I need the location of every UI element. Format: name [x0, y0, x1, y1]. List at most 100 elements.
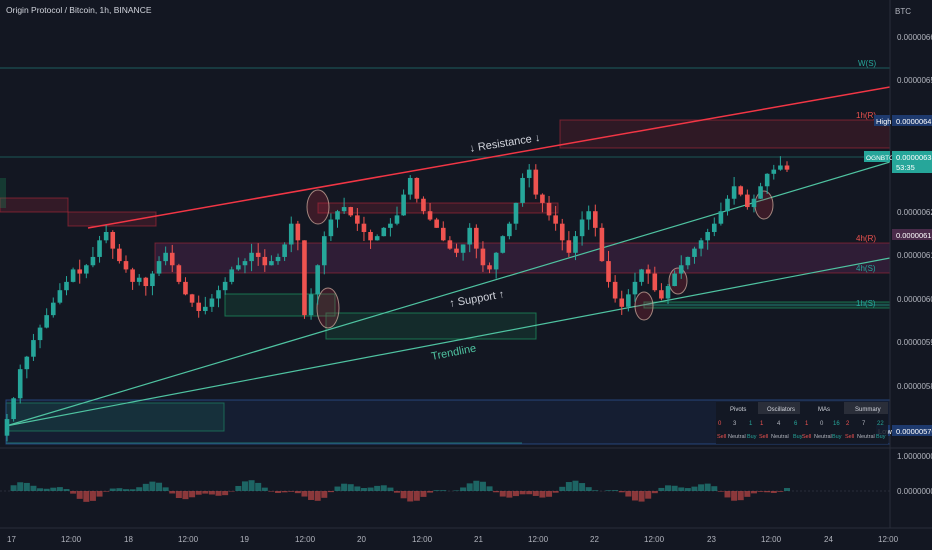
time-label: 19 — [240, 535, 249, 544]
candle-body — [50, 302, 56, 316]
candle-body — [77, 269, 83, 274]
oscillator-bar — [83, 491, 90, 502]
candle-body — [764, 173, 770, 187]
level-label-1h-r: 1h(R) — [856, 111, 876, 120]
candle-body — [203, 306, 208, 311]
candle-body — [394, 215, 400, 224]
green-zone-left-edge — [0, 178, 6, 208]
candle-body — [599, 227, 605, 262]
candle-body — [758, 186, 763, 199]
oscillator-bar — [572, 480, 579, 491]
candle-body — [606, 261, 611, 282]
oscillator-bar — [96, 491, 103, 497]
candle-body — [434, 219, 439, 228]
candle-body — [566, 240, 572, 253]
candle-body — [209, 298, 215, 307]
oscillator-bar — [757, 491, 764, 492]
countdown: 53:35 — [896, 163, 915, 172]
price-tick: 0.00000660 — [897, 33, 932, 42]
price-tick: 0.00000580 — [897, 382, 932, 391]
candle-body — [381, 227, 387, 237]
oscillator-bar — [665, 485, 672, 491]
oscillator-bar — [651, 491, 658, 494]
oscillator-bar — [334, 486, 341, 491]
oscillator-bar — [671, 485, 678, 491]
ta-col-neutral: Neutral — [771, 434, 789, 440]
candle-body — [31, 340, 36, 357]
oscillator-bar — [261, 487, 268, 491]
time-label: 12:00 — [761, 535, 782, 544]
osc-top-tick: 1.00000000 — [897, 452, 932, 461]
candle-body — [169, 252, 175, 266]
symbol-title: Origin Protocol / Bitcoin, 1h, BINANCE — [6, 5, 152, 15]
candle-body — [57, 290, 63, 303]
candle-body — [751, 198, 757, 208]
oscillator-bar — [195, 491, 202, 495]
ta-header-mas: MAs — [818, 407, 830, 413]
oscillator-bar — [631, 491, 638, 501]
oscillator-bar — [770, 491, 777, 493]
oscillator-bar — [301, 491, 308, 497]
price-tick: 0.00000650 — [897, 76, 932, 85]
oscillator-bar — [281, 491, 288, 493]
oscillator-bar — [519, 491, 526, 495]
oscillator-bar — [565, 482, 572, 491]
level-4n-box — [892, 229, 932, 240]
oscillator-bar — [30, 485, 37, 491]
oscillator-bar — [645, 491, 652, 499]
time-label: 12:00 — [295, 535, 316, 544]
ta-pivots-sell: 0 — [718, 421, 722, 427]
oscillator-bar — [717, 491, 724, 492]
oscillator-bar — [248, 480, 255, 491]
oscillator-bar — [479, 481, 486, 491]
candle-body — [163, 252, 168, 262]
oscillator-bar — [294, 491, 301, 494]
candle-body — [678, 265, 684, 274]
candle-body — [328, 219, 334, 237]
oscillator-bar — [202, 491, 209, 494]
trendline-line — [5, 257, 891, 427]
candle-body — [315, 265, 320, 295]
oscillator-bar — [327, 491, 334, 493]
oscillator-bar — [440, 490, 447, 491]
price-tick: 0.00000600 — [897, 295, 932, 304]
oscillator-bar — [711, 486, 718, 491]
candle-body — [487, 265, 492, 270]
candle-body — [546, 202, 552, 216]
candle-body — [440, 227, 446, 241]
candle-body — [593, 211, 598, 228]
candle-body — [685, 256, 691, 266]
level-label-1h-s: 1h(S) — [856, 299, 876, 308]
candle-body — [348, 207, 354, 216]
time-label: 12:00 — [61, 535, 82, 544]
oscillator-bar — [241, 481, 248, 491]
candle-body — [645, 269, 651, 274]
oscillator-bar — [182, 491, 189, 500]
oscillator-bar — [546, 491, 553, 497]
oscillator-bar — [268, 491, 275, 492]
oscillator-bar — [552, 491, 559, 493]
candle-body — [302, 240, 307, 316]
candle-body — [70, 269, 76, 282]
red-zone-left-2 — [0, 197, 69, 213]
time-label: 12:00 — [644, 535, 665, 544]
oscillator-bar — [427, 491, 434, 493]
green-zone-support — [325, 312, 537, 340]
oscillator-bar — [493, 491, 500, 493]
oscillator-bar — [341, 483, 348, 491]
oscillator-bar — [407, 491, 414, 502]
oscillator-bar — [37, 488, 44, 491]
candle-body — [295, 223, 301, 241]
oscillator-bar — [605, 490, 612, 491]
oscillator-bar — [638, 491, 645, 502]
oscillator-bar — [585, 487, 592, 491]
ta-mas-buy: 16 — [833, 421, 840, 427]
highlight-circle — [306, 189, 330, 225]
candle-body — [249, 252, 254, 262]
low-value: 0.00000570 — [896, 427, 932, 436]
oscillator-bar — [559, 486, 566, 491]
level-label-4h-s: 4h(S) — [856, 264, 876, 273]
candle-body — [335, 211, 340, 220]
candle-body — [103, 232, 109, 241]
candle-body — [242, 261, 248, 266]
